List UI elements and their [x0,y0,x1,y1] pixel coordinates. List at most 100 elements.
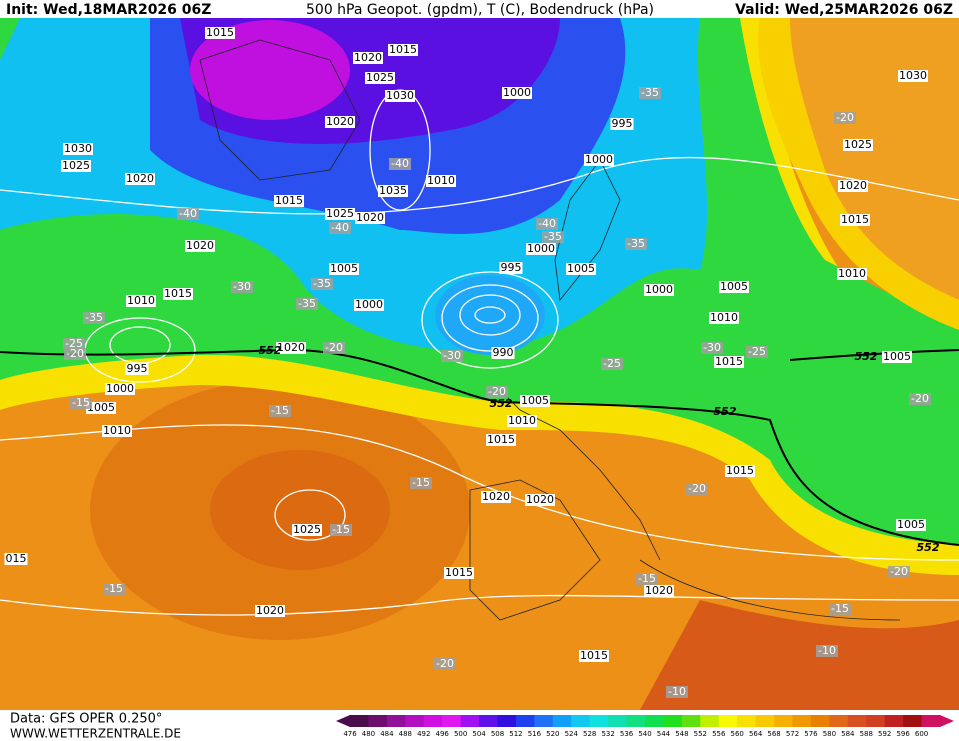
colorbar-label: 596 [896,730,910,738]
isobar-label-bg [365,72,395,84]
isobar-label-bg [644,585,674,597]
isobar-label: 1020 [126,172,154,185]
isobar-label-bg [709,312,739,324]
colorbar-swatch [829,715,849,727]
isobar-label-bg [507,415,537,427]
colorbar-swatch [903,715,923,727]
isobar-label: 1010 [427,174,455,187]
temperature-label: -20 [911,392,929,405]
temperature-label: -15 [72,396,90,409]
isobar-label-bg [525,494,555,506]
colorbar-label: 576 [804,730,818,738]
contour-label: 552 [490,397,513,410]
isobar-label-bg [126,295,156,307]
colorbar-swatch [700,715,720,727]
isobar-label: 1025 [366,71,394,84]
data-source: Data: GFS OPER 0.250° [10,712,162,727]
colorbar-swatch [866,715,886,727]
temperature-label-bg [441,350,463,362]
colorbar-label: 496 [436,730,450,738]
isobar-label: 1015 [715,355,743,368]
colorbar-swatch [350,715,369,727]
isobar-label: 1015 [487,433,515,446]
temperature-label: -15 [332,523,350,536]
isobar-label-bg [329,263,359,275]
temperature-label: -35 [641,86,659,99]
contour-label: 552 [714,405,737,418]
temperature-label: -35 [544,230,562,243]
isobar-label-bg [353,52,383,64]
temperature-label-bg [686,483,708,495]
isobar-label-bg [843,139,873,151]
temperature-label-bg [311,278,333,290]
temperature-label: -20 [836,111,854,124]
colorbar-swatch [442,715,462,727]
isobar-label: 1005 [87,401,115,414]
isobar-label: 1015 [164,287,192,300]
temperature-label-bg [329,222,351,234]
isobar-label-bg [838,180,868,192]
colorbar-label: 480 [362,730,375,738]
isobar-label-bg [325,116,355,128]
isobar-label: 1020 [839,179,867,192]
colorbar-label: 568 [767,730,780,738]
contour-label: 552 [917,541,940,554]
colorbar-swatch [405,715,425,727]
temperature-label: -25 [65,337,83,350]
temperature-label: -20 [890,565,908,578]
isobar-label: 1030 [899,69,927,82]
temperature-label-bg [666,686,688,698]
contour-552-east [789,349,959,361]
isobar-label: 1035 [379,184,407,197]
isobar-label: 1005 [567,262,595,275]
isobar-label-bg [481,491,511,503]
isobar-label-bg [125,173,155,185]
colorbar-label: 508 [491,730,504,738]
temperature-label: -15 [412,476,430,489]
colorbar-swatch [792,715,812,727]
colorbar-swatch [645,715,664,727]
temperature-label: -40 [331,221,349,234]
isobar-label: 1020 [356,211,384,224]
isobar-label: 1005 [720,280,748,293]
temperature-label-bg [829,603,851,615]
temperature-label: -25 [748,345,766,358]
isobar-label-bg [566,263,596,275]
isobar-label: 1020 [645,584,673,597]
isobar-label-bg [725,465,755,477]
colorbar-label: 536 [620,730,634,738]
temperature-label-bg [70,397,92,409]
temperature-label-bg [816,645,838,657]
isobar-label: 1015 [275,194,303,207]
isobar-label: 1020 [277,341,305,354]
temperature-label: -35 [298,297,316,310]
colorbar-label: 580 [823,730,836,738]
isobar-label-bg [486,434,516,446]
isobar-label-bg [610,118,634,130]
isobar-label: 015 [6,552,27,565]
isobar-label: 995 [612,117,633,130]
isobar-label: 990 [493,346,514,359]
contour-label: 552 [855,350,878,363]
isobar-label: 1015 [206,26,234,39]
isobar-label: 995 [127,362,148,375]
colorbar-label: 588 [860,730,873,738]
colorbar-label: 504 [472,730,486,738]
temperature-label: -35 [627,237,645,250]
isobar-label: 1020 [256,604,284,617]
colorbar-swatch [737,715,757,727]
colorbar-swatch [921,715,941,727]
isobar-label-bg [898,70,928,82]
temperature-label: -30 [233,280,251,293]
temperature-label-bg [296,298,318,310]
website: WWW.WETTERZENTRALE.DE [10,727,181,741]
temperature-label-bg [410,477,432,489]
temperature-label: -25 [603,357,621,370]
colorbar-label: 572 [786,730,799,738]
isobar-label-bg [86,402,116,414]
isobar-label: 1015 [726,464,754,477]
colorbar-swatch [663,715,683,727]
temperature-label-bg [636,573,658,585]
colorbar-label: 492 [417,730,430,738]
colorbar-label: 488 [399,730,412,738]
